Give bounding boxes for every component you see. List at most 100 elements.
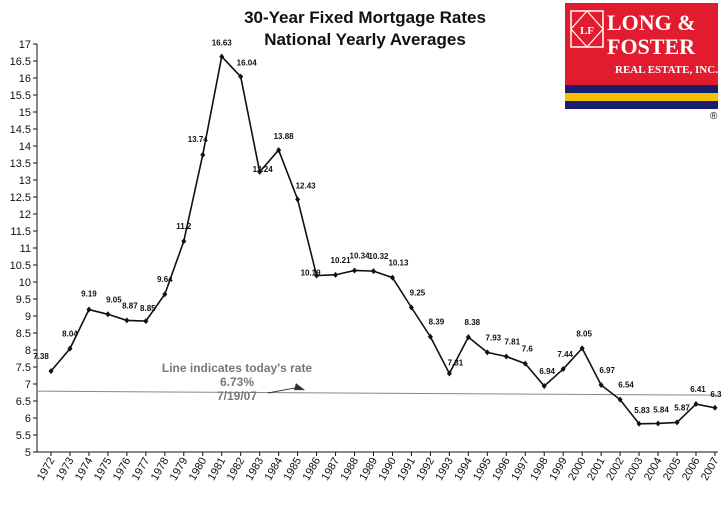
y-tick-label: 7.5 (16, 362, 31, 374)
series-line (50, 54, 716, 425)
logo-image: LF LONG & FOSTER REAL ESTATE, INC. ® (565, 3, 718, 122)
y-tick-label: 10 (19, 277, 31, 289)
data-point (617, 396, 623, 403)
x-tick-label: 1977 (130, 456, 153, 483)
x-tick-label: 2005 (661, 456, 684, 483)
y-tick-label: 8 (25, 345, 31, 357)
x-tick-label: 1980 (187, 456, 210, 483)
data-point (238, 73, 244, 80)
y-tick-label: 11 (20, 243, 31, 255)
data-point (295, 196, 301, 203)
data-point (67, 345, 73, 352)
data-point (522, 360, 528, 367)
x-tick-label: 1975 (92, 456, 115, 483)
data-label: 6.54 (618, 381, 634, 390)
x-tick-label: 1997 (509, 456, 532, 483)
reference-annotation-line: Line indicates today's rate (162, 361, 313, 375)
x-tick-label: 1978 (149, 456, 172, 483)
svg-text:LF: LF (580, 25, 594, 37)
data-point (105, 311, 111, 318)
registered-mark: ® (710, 111, 718, 120)
x-tick-label: 2000 (566, 456, 589, 483)
y-tick-label: 10.5 (10, 260, 31, 272)
long-foster-logo: LF LONG & FOSTER REAL ESTATE, INC. ® (565, 3, 718, 122)
y-tick-label: 8.5 (16, 328, 31, 340)
logo-mark: LF (570, 10, 604, 48)
reference-line (36, 390, 719, 396)
y-tick-label: 13 (19, 175, 31, 187)
y-tick-label: 15.5 (10, 90, 31, 102)
data-point (712, 404, 718, 411)
data-label: 6.41 (690, 385, 706, 394)
y-tick-label: 9.5 (16, 294, 31, 306)
logo-red-panel (565, 3, 718, 85)
data-label: 8.05 (576, 329, 592, 338)
data-label: 9.25 (410, 289, 426, 298)
y-tick-label: 17 (19, 39, 31, 51)
x-tick-label: 2004 (642, 456, 665, 483)
data-label: 7.38 (33, 352, 49, 361)
data-point (370, 268, 376, 275)
x-tick-label: 1974 (73, 456, 96, 483)
data-label: 7.93 (486, 333, 502, 342)
y-tick-label: 6.5 (16, 396, 31, 408)
data-labels: 7.38 8.04 9.19 9.058.87 8.85 9.64 11.2 13.74 16.… (33, 39, 722, 415)
y-tick-label: 7 (25, 379, 31, 391)
data-label: 8.85 (140, 304, 156, 313)
x-tick-label: 1995 (471, 456, 494, 483)
data-point (143, 318, 149, 325)
y-tick-label: 13.5 (10, 158, 31, 170)
logo-text-line2: FOSTER (607, 34, 696, 59)
x-tick-label: 1973 (54, 456, 77, 483)
data-label: 7.81 (504, 337, 520, 346)
x-tick-label: 2006 (680, 456, 703, 483)
reference-annotation-line: 7/19/07 (217, 389, 257, 403)
x-tick-label: 1996 (490, 456, 513, 483)
x-tick-label: 1979 (168, 456, 191, 483)
data-label: 16.04 (237, 59, 258, 68)
reference-annotation-line: 6.73% (220, 375, 254, 389)
x-tick-label: 1985 (282, 456, 305, 483)
x-tick-label: 1990 (376, 456, 399, 483)
y-axis: 5 5.5 6 6.5 7 7.5 8 8.5 9 9.5 10 10.5 11 11.5 12 12.5 13… (10, 39, 38, 459)
x-tick-label: 2003 (623, 456, 646, 483)
data-point (636, 420, 642, 427)
x-tick-label: 1984 (263, 456, 286, 483)
data-label: 13.88 (274, 132, 295, 141)
chart-title: 30-Year Fixed Mortgage Rates (244, 8, 486, 27)
logo-text-line1: LONG & (607, 10, 696, 35)
data-point (541, 383, 547, 390)
data-point (200, 151, 206, 158)
data-point (86, 306, 92, 313)
data-point (503, 353, 509, 360)
data-point (333, 271, 339, 278)
data-point (465, 334, 471, 341)
x-tick-label: 1988 (338, 456, 361, 483)
data-label: 10.13 (388, 259, 409, 268)
data-point (257, 168, 263, 175)
data-label: 8.04 (62, 330, 78, 339)
chart-subtitle: National Yearly Averages (264, 30, 466, 49)
data-point (560, 366, 566, 373)
data-label: 16.63 (212, 39, 233, 48)
data-label: 9.05 (106, 295, 122, 304)
data-label: 7.44 (557, 350, 573, 359)
x-tick-label: 1983 (244, 456, 267, 483)
data-point (48, 368, 54, 375)
data-label: 12.43 (296, 181, 317, 190)
data-label: 5.87 (674, 403, 690, 412)
data-point (446, 370, 452, 377)
data-label: 8.39 (429, 318, 445, 327)
data-label: 10.34 (350, 251, 371, 260)
x-tick-label: 1972 (35, 456, 58, 483)
data-label: 9.19 (81, 290, 97, 299)
x-tick-label: 1976 (111, 456, 134, 483)
x-tick-label: 2002 (604, 456, 627, 483)
data-label: 13.24 (253, 165, 274, 174)
y-tick-label: 15 (19, 107, 31, 119)
y-tick-label: 5 (25, 447, 31, 459)
x-tick-label: 1982 (225, 456, 248, 483)
annotation-arrow-shaft (267, 386, 300, 394)
